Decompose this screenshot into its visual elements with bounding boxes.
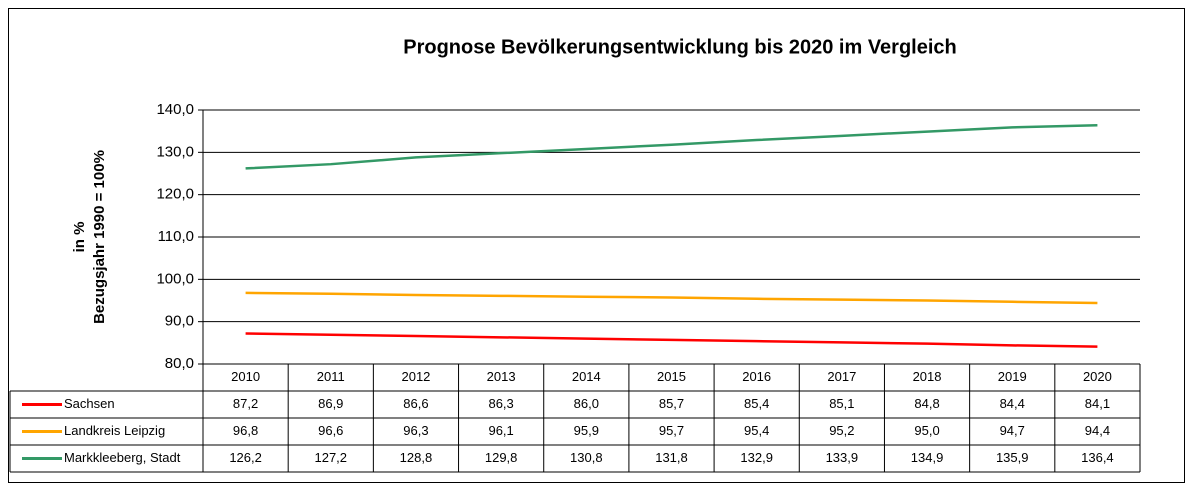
table-value: 86,3 [488, 396, 513, 411]
x-tick-label: 2010 [231, 369, 260, 384]
x-tick-label: 2019 [998, 369, 1027, 384]
series-line [245, 291, 1098, 305]
table-value: 126,2 [229, 450, 262, 465]
table-value: 96,1 [488, 423, 513, 438]
x-tick-label: 2020 [1083, 369, 1112, 384]
y-axis-label: in % [71, 222, 88, 253]
y-tick-label: 110,0 [158, 228, 194, 245]
table-value: 96,8 [233, 423, 258, 438]
table-value: 86,9 [318, 396, 343, 411]
table-value: 129,8 [485, 450, 518, 465]
table-value: 96,6 [318, 423, 343, 438]
x-tick-label: 2017 [827, 369, 856, 384]
table-value: 95,7 [659, 423, 684, 438]
legend-label: Sachsen [64, 396, 115, 411]
x-tick-label: 2012 [401, 369, 430, 384]
legend-label: Landkreis Leipzig [64, 423, 165, 438]
table-value: 135,9 [996, 450, 1029, 465]
table-value: 136,4 [1081, 450, 1114, 465]
table-value: 95,0 [914, 423, 939, 438]
x-tick-label: 2018 [913, 369, 942, 384]
table-value: 85,1 [829, 396, 854, 411]
table-value: 85,7 [659, 396, 684, 411]
chart-title: Prognose Bevölkerungsentwicklung bis 202… [403, 36, 957, 58]
series-line [245, 123, 1098, 170]
y-tick-label: 140,0 [156, 101, 194, 118]
table-value: 86,6 [403, 396, 428, 411]
table-value: 96,3 [403, 423, 428, 438]
y-tick-label: 120,0 [156, 186, 194, 203]
table-value: 131,8 [655, 450, 688, 465]
table-value: 84,1 [1085, 396, 1110, 411]
table-value: 127,2 [314, 450, 347, 465]
table-value: 94,4 [1085, 423, 1110, 438]
table-value: 95,9 [574, 423, 599, 438]
table-value: 95,4 [744, 423, 769, 438]
table-value: 84,4 [1000, 396, 1025, 411]
table-value: 132,9 [740, 450, 773, 465]
table-value: 84,8 [914, 396, 939, 411]
table-value: 134,9 [911, 450, 944, 465]
x-tick-label: 2014 [572, 369, 601, 384]
x-tick-label: 2016 [742, 369, 771, 384]
x-tick-label: 2013 [487, 369, 516, 384]
table-value: 133,9 [826, 450, 859, 465]
x-tick-label: 2011 [317, 369, 345, 384]
y-tick-label: 130,0 [156, 143, 194, 160]
table-value: 128,8 [400, 450, 433, 465]
table-value: 85,4 [744, 396, 769, 411]
y-tick-label: 100,0 [156, 270, 194, 287]
table-value: 130,8 [570, 450, 603, 465]
table-value: 86,0 [574, 396, 599, 411]
table-value: 87,2 [233, 396, 258, 411]
chart-frame [8, 8, 1185, 483]
y-tick-label: 90,0 [165, 313, 194, 330]
series-line [245, 332, 1098, 348]
legend-label: Markkleeberg, Stadt [64, 450, 181, 465]
x-tick-label: 2015 [657, 369, 686, 384]
y-axis-label: Bezugsjahr 1990 = 100% [91, 150, 108, 324]
table-value: 94,7 [1000, 423, 1025, 438]
table-value: 95,2 [829, 423, 854, 438]
y-tick-label: 80,0 [165, 355, 194, 372]
